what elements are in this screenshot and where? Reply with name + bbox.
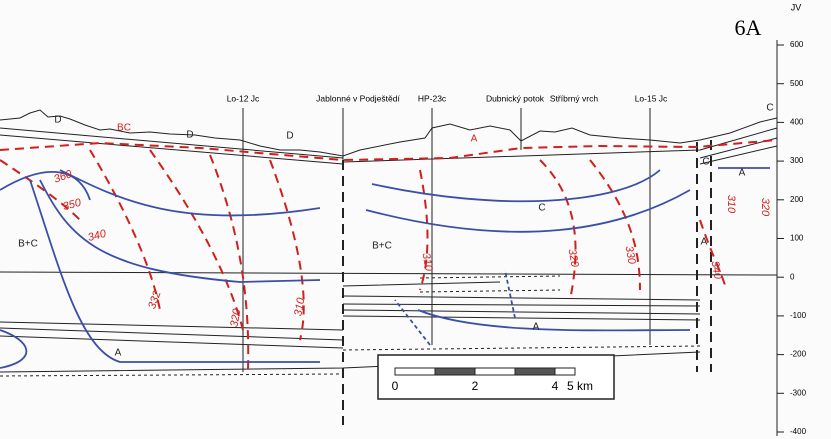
water-table — [0, 139, 778, 162]
unit-label: A — [115, 348, 122, 359]
tick-label: 100 — [790, 234, 804, 243]
scale-bar-frame — [377, 354, 615, 400]
sheet-label: 6A — [735, 15, 762, 40]
tick-label: -200 — [790, 350, 807, 359]
tick-label: 0 — [790, 272, 795, 281]
unit-label: D — [54, 115, 61, 126]
isoline-label: 320 — [228, 307, 243, 328]
isoline-label: 320 — [759, 198, 771, 217]
scale-label: 2 — [472, 379, 479, 393]
locality-label: Lo-15 Jc — [635, 93, 668, 103]
scale-bar — [394, 367, 576, 376]
isoline-label: 310 — [420, 252, 435, 273]
scale-label: 4 — [552, 379, 559, 393]
unit-label: A — [701, 237, 708, 248]
isoline-label: 310 — [725, 195, 737, 214]
isoline-label: 320 — [566, 248, 581, 269]
unit-label: C — [538, 203, 545, 214]
unit-label: C — [766, 103, 773, 114]
scale-end-label: 5 km — [567, 379, 593, 393]
unit-label: B+C — [372, 241, 392, 252]
tick-label: -400 — [790, 427, 807, 436]
unit-label: A — [533, 322, 540, 333]
isoline-label: 340 — [87, 228, 109, 245]
strata — [0, 127, 778, 377]
locality-label: Jablonné v Podještědí — [316, 93, 400, 103]
scale-label: 0 — [392, 379, 399, 393]
tick-label: -100 — [790, 311, 807, 320]
tick-label: 500 — [790, 79, 804, 88]
tick-label: 600 — [790, 40, 804, 49]
tick-label: 300 — [790, 156, 804, 165]
flow-lines — [0, 167, 770, 369]
labels: Lo-12 Jc Jablonné v Podještědí HP-23c Dubni… — [18, 93, 773, 358]
axis-ticks: 600 500 400 300 200 100 0 -100 -200 -300 -400 — [777, 40, 807, 436]
unit-label: A — [739, 168, 746, 179]
isoline-label: 350 — [62, 197, 84, 214]
isoline-label: 340 — [709, 260, 724, 281]
locality-label: Lo-12 Jc — [227, 93, 260, 103]
locality-label: Stříbrný vrch — [550, 93, 598, 103]
unit-label: D — [286, 131, 293, 142]
locality-label: HP-23c — [418, 93, 447, 103]
unit-label: A — [471, 134, 478, 145]
isoline-label: 310 — [292, 296, 307, 317]
isoline-label: 332 — [146, 289, 164, 310]
scale-labels: 0 2 4 5 km — [392, 379, 593, 393]
tick-label: 400 — [790, 118, 804, 127]
tick-label: -300 — [790, 388, 807, 397]
unit-label: B+C — [18, 239, 38, 250]
unit-label: BC — [117, 123, 131, 134]
unit-label: D — [186, 130, 193, 141]
unit-label: C — [702, 157, 709, 168]
isolines — [0, 149, 726, 371]
direction-label: JV — [791, 2, 802, 12]
isoline-label: 330 — [623, 245, 638, 266]
tick-label: 200 — [790, 195, 804, 204]
locality-label: Dubnický potok — [486, 93, 545, 103]
